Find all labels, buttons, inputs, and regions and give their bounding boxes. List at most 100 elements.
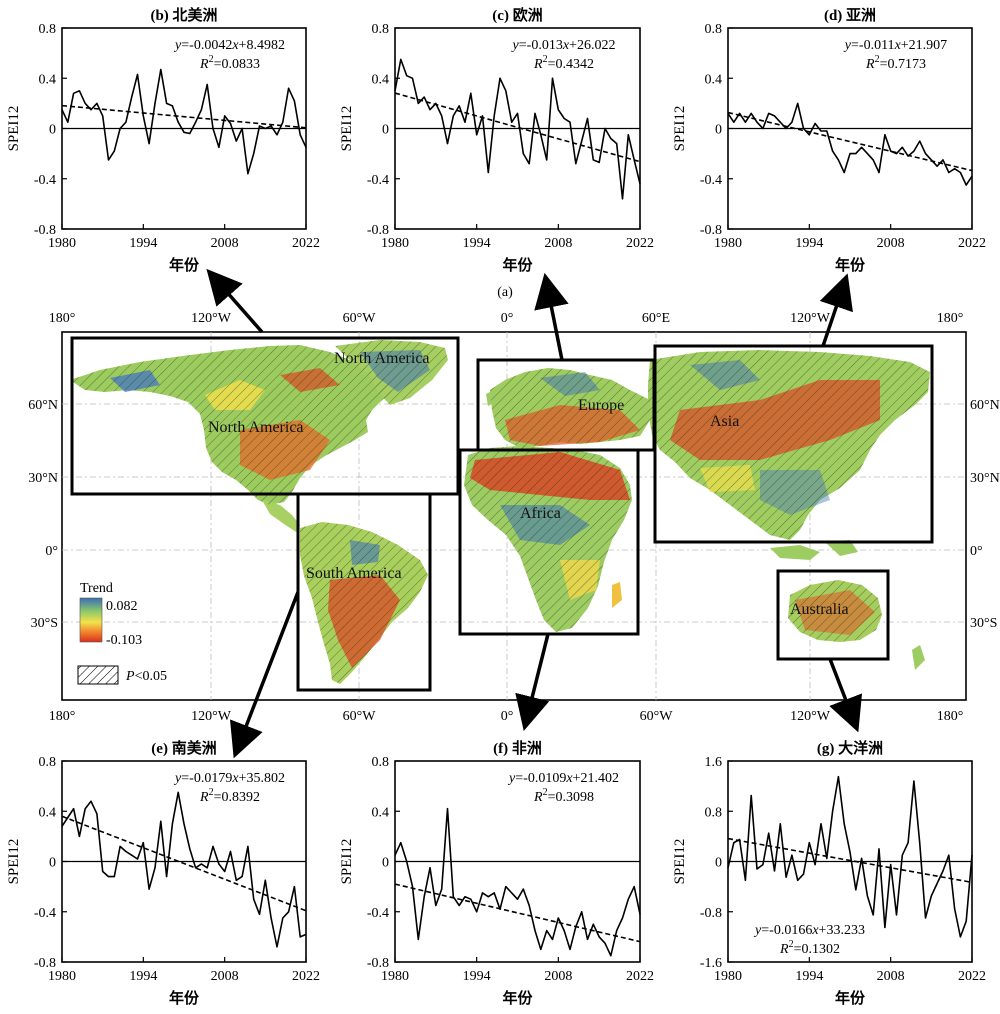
eq-part: +35.802: [239, 771, 285, 786]
lon-label: 120°W: [191, 709, 232, 724]
data-point: [165, 875, 168, 878]
data-point: [96, 813, 98, 815]
data-point: [406, 75, 408, 77]
data-point: [411, 886, 414, 888]
lon-label: 60°W: [343, 709, 377, 724]
lon-label: 0°: [501, 709, 514, 724]
data-point: [627, 898, 629, 900]
lon-label: 120°W: [191, 311, 232, 326]
x-tick-label: 2022: [292, 969, 320, 984]
data-point: [907, 842, 909, 844]
data-point: [299, 134, 301, 136]
data-point: [171, 823, 173, 825]
data-point: [936, 165, 938, 167]
eq-part: =-0.013: [519, 38, 563, 53]
data-point: [119, 845, 121, 848]
lon-label: 60°E: [642, 311, 670, 326]
data-point: [534, 112, 536, 115]
data-point: [212, 127, 214, 130]
data-point: [429, 109, 431, 111]
data-point: [528, 904, 530, 907]
y-tick-label: 0: [715, 856, 722, 871]
data-point: [505, 886, 507, 888]
data-point: [942, 159, 944, 161]
y-axis-label: SPEI12: [6, 106, 22, 152]
y-tick-label: 1.6: [705, 755, 723, 770]
trend-line: [727, 837, 973, 884]
eq-part: +8.4982: [239, 38, 285, 53]
data-point: [797, 879, 799, 881]
region-labels: North America North America Europe Asia …: [208, 350, 849, 618]
data-point: [750, 112, 752, 115]
trend-line: [727, 111, 973, 172]
data-point: [406, 860, 408, 863]
y-tick-label: 0.4: [39, 72, 57, 87]
trend-line: [394, 883, 641, 943]
data-point: [511, 121, 513, 123]
data-point: [218, 146, 220, 148]
data-point: [953, 908, 956, 910]
region-label: Africa: [520, 505, 561, 522]
r-squared: R2=0.3098: [533, 787, 594, 805]
data-point: [258, 913, 261, 915]
data-point: [516, 112, 519, 115]
arrow-africa: [515, 633, 550, 731]
y-tick-label: 0.4: [372, 805, 390, 820]
x-axis-label: 年份: [502, 256, 533, 274]
data-point: [493, 115, 495, 117]
data-point: [820, 823, 822, 825]
region-label: Asia: [710, 413, 739, 430]
legend-max: 0.082: [106, 599, 138, 614]
data-point: [195, 121, 197, 123]
data-point: [616, 929, 618, 932]
arrow-south-america: [229, 591, 300, 759]
lat-labels-left: 60°N 30°N 0° 30°S: [28, 398, 58, 631]
y-tick-label: -0.4: [34, 906, 56, 921]
map-panel-label: (a): [497, 285, 513, 300]
data-point: [305, 146, 307, 148]
trend-line: [61, 104, 307, 129]
data-point: [814, 864, 816, 866]
data-point: [470, 898, 472, 900]
data-point: [107, 159, 110, 161]
r-squared: R2=0.7173: [865, 54, 926, 72]
data-point: [861, 146, 863, 148]
region-label: South America: [306, 565, 402, 582]
data-point: [61, 109, 63, 111]
data-point: [733, 121, 735, 123]
y-axis-label: SPEI12: [672, 106, 688, 152]
regression-equation: y=-0.0166x+33.233: [753, 923, 865, 938]
region-label: Australia: [790, 601, 849, 618]
data-point: [948, 171, 950, 174]
x-tick-label: 2022: [958, 236, 986, 251]
r-squared: R2=0.0833: [199, 54, 260, 72]
data-point: [831, 810, 834, 812]
y-tick-label: -0.8: [367, 223, 389, 238]
region-label: North America: [334, 350, 430, 367]
data-point: [779, 121, 781, 123]
data-point: [610, 137, 612, 140]
data-point: [481, 115, 484, 117]
data-point: [224, 870, 226, 873]
data-point: [505, 90, 507, 92]
data-point: [195, 867, 197, 869]
data-point: [621, 198, 624, 200]
data-point: [183, 131, 185, 133]
data-point: [200, 109, 203, 111]
data-point: [849, 153, 851, 155]
data-point: [446, 142, 449, 145]
y-tick-label: 0: [715, 123, 722, 138]
y-tick-label: 0: [382, 123, 389, 138]
data-point: [878, 171, 880, 174]
data-point: [160, 820, 162, 822]
x-tick-label: 1994: [463, 969, 491, 984]
data-point: [282, 121, 284, 123]
data-point: [73, 92, 75, 94]
data-point: [756, 121, 758, 123]
x-tick-label: 2022: [626, 969, 654, 984]
data-point: [855, 889, 857, 891]
data-point: [142, 115, 144, 117]
data-point: [797, 102, 799, 104]
data-point: [959, 936, 961, 938]
